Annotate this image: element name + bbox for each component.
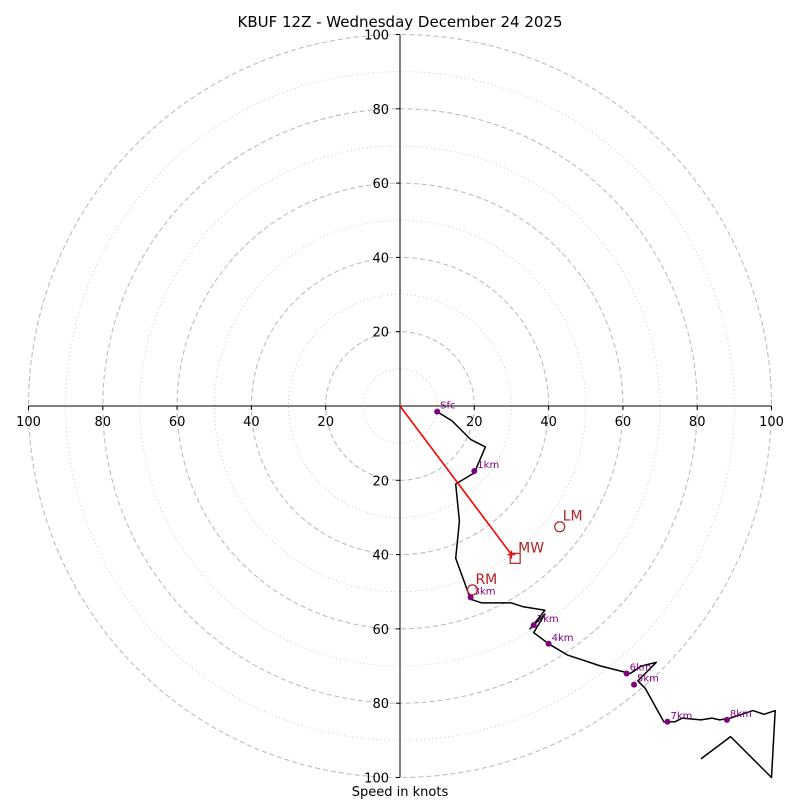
x-tick-label: 40 — [243, 415, 260, 430]
height-marker-dot — [434, 408, 441, 415]
y-tick-label: 20 — [372, 474, 389, 489]
height-marker-label: 7km — [670, 711, 692, 722]
chart-title: KBUF 12Z - Wednesday December 24 2025 — [237, 13, 562, 31]
hodograph-trace — [436, 410, 776, 779]
height-marker-label: Sfc — [440, 401, 455, 412]
x-tick-label: 40 — [540, 415, 557, 430]
x-tick-label: 60 — [169, 415, 186, 430]
y-tick-label: 40 — [372, 549, 389, 564]
wind-trace-line — [436, 410, 776, 779]
height-marker-dot — [467, 594, 474, 601]
storm-motion-label: LM — [563, 509, 583, 525]
height-marker-dot — [623, 670, 630, 677]
height-marker-label: 3km — [474, 586, 496, 597]
storm-motion-label: RM — [475, 572, 497, 588]
storm-motion-marker — [466, 584, 479, 596]
shear-vector — [399, 405, 516, 559]
storm-motion-markers: MW LM RM — [466, 509, 583, 596]
height-marker-label: 8km — [730, 709, 752, 720]
height-marker-label: 2km — [537, 614, 559, 625]
x-axis-label: Speed in knots — [352, 785, 449, 800]
tick-labels: 100 80 60 40 20 20 40 60 80 100 100 80 60 40 20 20 40 60 8… — [16, 29, 784, 787]
height-marker-dot — [530, 622, 537, 629]
x-tick-label: 60 — [615, 415, 632, 430]
y-tick-label: 20 — [372, 326, 389, 341]
storm-motion-marker — [509, 552, 521, 564]
y-tick-label: 60 — [372, 177, 389, 192]
shear-vector-line — [399, 405, 513, 556]
x-tick-label: 20 — [317, 415, 334, 430]
height-marker-label: 6km — [630, 662, 652, 673]
y-tick-label: 80 — [372, 697, 389, 712]
y-tick-label: 60 — [372, 623, 389, 638]
storm-motion-label: MW — [518, 540, 544, 556]
y-tick-label: 100 — [364, 772, 389, 787]
height-marker-label: 1km — [477, 460, 499, 471]
height-marker-dot — [471, 468, 478, 475]
x-tick-label: 80 — [689, 415, 706, 430]
x-tick-label: 20 — [466, 415, 483, 430]
height-marker-label: 4km — [552, 633, 574, 644]
height-marker-dot — [631, 681, 638, 688]
y-tick-label: 100 — [364, 29, 389, 44]
height-marker-dot — [545, 640, 552, 647]
shear-vector-tip — [507, 550, 516, 559]
height-marker-dot — [664, 718, 671, 725]
x-tick-label: 100 — [16, 415, 41, 430]
y-tick-label: 80 — [372, 103, 389, 118]
height-marker-label: 5km — [637, 674, 659, 685]
y-tick-label: 40 — [372, 251, 389, 266]
height-marker-dot — [723, 716, 730, 723]
x-tick-label: 100 — [759, 415, 784, 430]
x-tick-label: 80 — [95, 415, 112, 430]
storm-motion-marker — [554, 521, 566, 533]
